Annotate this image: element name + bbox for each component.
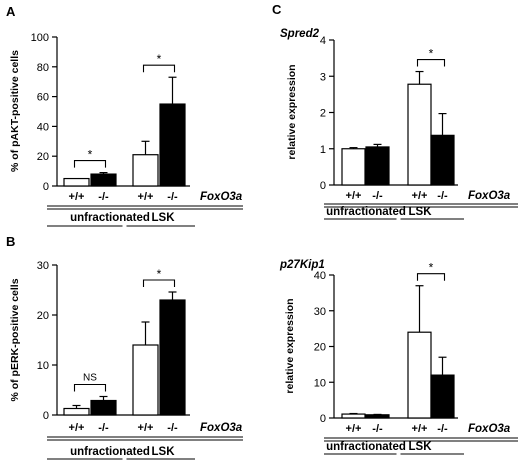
genotype-label: -/- bbox=[437, 423, 448, 435]
panel-letter: B bbox=[6, 234, 15, 249]
y-tick-label: 20 bbox=[37, 151, 49, 163]
group-label: unfractionated bbox=[326, 441, 406, 453]
genotype-label: -/- bbox=[167, 422, 178, 434]
y-tick-label: 0 bbox=[320, 180, 326, 192]
y-tick-label: 20 bbox=[37, 310, 49, 322]
bar-ko-1 bbox=[365, 146, 390, 186]
bar-ko-3 bbox=[430, 374, 455, 419]
significance-label: * bbox=[157, 267, 162, 281]
significance-bracket bbox=[73, 383, 107, 392]
bar-ko-3 bbox=[159, 299, 186, 416]
bar-wt-0 bbox=[341, 413, 366, 419]
genotype-label: -/- bbox=[372, 190, 383, 202]
genotype-label: +/+ bbox=[346, 423, 362, 435]
genotype-label: -/- bbox=[167, 191, 178, 203]
bar-ko-3 bbox=[430, 134, 455, 186]
gene-label: FoxO3a bbox=[200, 191, 243, 203]
genotype-label: +/+ bbox=[346, 190, 362, 202]
genotype-label: -/- bbox=[98, 191, 109, 203]
y-tick-label: 100 bbox=[31, 32, 49, 44]
y-tick-label: 3 bbox=[320, 71, 326, 83]
chart-title: Spred2 bbox=[280, 28, 320, 40]
group-label: unfractionated bbox=[326, 206, 406, 218]
y-tick-label: 2 bbox=[320, 108, 326, 120]
y-axis-label: % of pAKT-positive cells bbox=[9, 50, 21, 172]
genotype-label: +/+ bbox=[69, 422, 85, 434]
gene-label: FoxO3a bbox=[468, 190, 511, 202]
significance-label: * bbox=[429, 47, 434, 61]
y-tick-label: 0 bbox=[43, 181, 49, 193]
bar-wt-2 bbox=[132, 154, 159, 187]
bar-ko-1 bbox=[90, 173, 117, 187]
bar-wt-2 bbox=[132, 344, 159, 416]
gene-label: FoxO3a bbox=[468, 423, 511, 435]
y-tick-label: 30 bbox=[314, 306, 326, 318]
y-axis-label: relative expression bbox=[286, 64, 298, 159]
y-tick-label: 10 bbox=[37, 360, 49, 372]
genotype-label: +/+ bbox=[412, 190, 428, 202]
significance-label: * bbox=[429, 261, 434, 275]
genotype-label: -/- bbox=[372, 423, 383, 435]
y-axis-label: relative expression bbox=[284, 298, 296, 393]
significance-bracket bbox=[416, 58, 446, 67]
group-label: LSK bbox=[409, 441, 433, 453]
y-axis-label: % of pERK-positive cells bbox=[9, 278, 21, 401]
group-label: LSK bbox=[152, 446, 176, 458]
y-tick-label: 4 bbox=[320, 35, 326, 47]
significance-label: * bbox=[157, 52, 162, 66]
bar-wt-2 bbox=[407, 83, 432, 186]
group-label: LSK bbox=[152, 212, 176, 224]
genotype-label: +/+ bbox=[138, 422, 154, 434]
group-label: unfractionated bbox=[70, 212, 150, 224]
chart-title: p27Kip1 bbox=[279, 259, 325, 271]
y-tick-label: 30 bbox=[37, 260, 49, 272]
bar-ko-1 bbox=[90, 399, 117, 416]
y-tick-label: 10 bbox=[314, 377, 326, 389]
y-tick-label: 40 bbox=[314, 270, 326, 282]
y-tick-label: 40 bbox=[37, 121, 49, 133]
panel-letter: A bbox=[6, 4, 16, 19]
significance-bracket bbox=[142, 279, 176, 287]
significance-bracket bbox=[73, 160, 107, 168]
bar-wt-0 bbox=[63, 177, 90, 187]
y-tick-label: 60 bbox=[37, 92, 49, 104]
group-label: unfractionated bbox=[70, 446, 150, 458]
significance-bracket bbox=[142, 64, 176, 73]
y-tick-label: 20 bbox=[314, 342, 326, 354]
bar-ko-3 bbox=[159, 103, 186, 187]
y-tick-label: 0 bbox=[320, 413, 326, 425]
panel-letter: C bbox=[272, 2, 282, 17]
significance-bracket bbox=[416, 273, 446, 281]
bar-wt-0 bbox=[63, 407, 90, 416]
bar-ko-1 bbox=[365, 414, 390, 419]
y-tick-label: 80 bbox=[37, 62, 49, 74]
genotype-label: +/+ bbox=[138, 191, 154, 203]
significance-label: NS bbox=[83, 373, 97, 384]
bar-wt-0 bbox=[341, 148, 366, 186]
significance-label: * bbox=[88, 148, 93, 162]
y-tick-label: 1 bbox=[320, 144, 326, 156]
y-tick-label: 0 bbox=[43, 410, 49, 422]
genotype-label: -/- bbox=[98, 422, 109, 434]
group-label: LSK bbox=[409, 206, 433, 218]
genotype-label: +/+ bbox=[69, 191, 85, 203]
gene-label: FoxO3a bbox=[200, 422, 243, 434]
genotype-label: +/+ bbox=[412, 423, 428, 435]
bar-wt-2 bbox=[407, 331, 432, 419]
genotype-label: -/- bbox=[437, 190, 448, 202]
